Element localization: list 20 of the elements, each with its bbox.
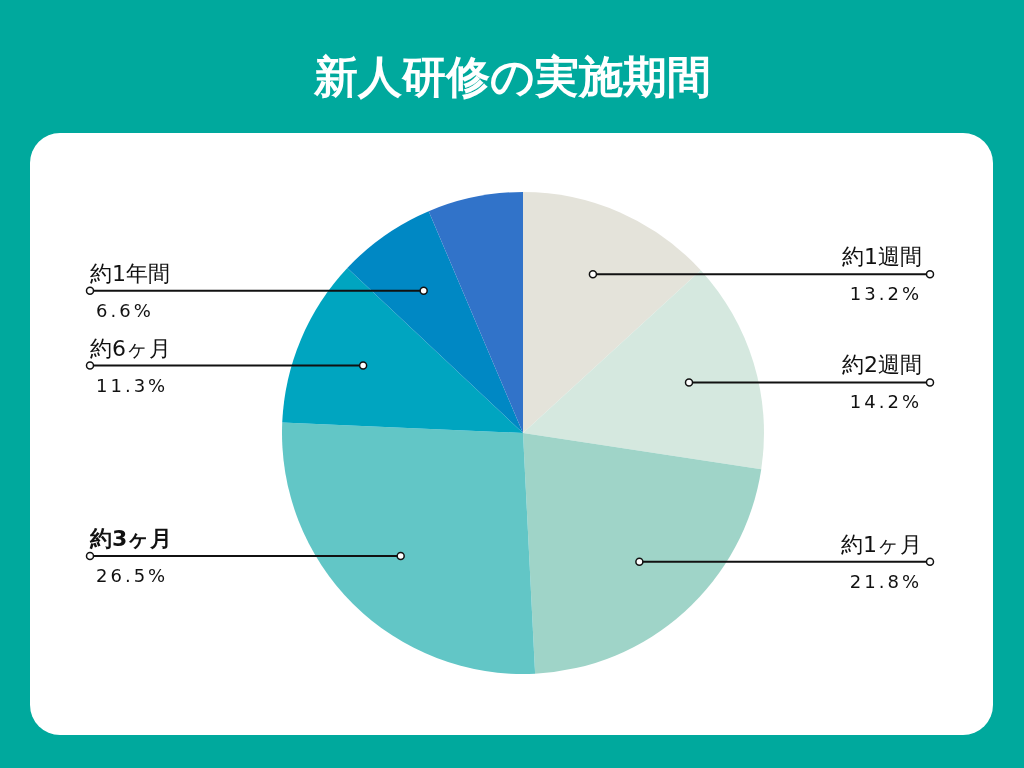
pie-slice [523, 270, 764, 470]
pie-slice [282, 422, 536, 674]
slice-label: 約6ヶ月 [90, 335, 171, 361]
data-label: 14.2% [849, 391, 922, 413]
pie-slice [523, 433, 762, 674]
slice-label: 約1週間 [842, 244, 922, 270]
data-label: 11.3% [96, 374, 169, 396]
pie-slice [523, 192, 701, 433]
pie-slice [347, 211, 523, 433]
data-label: 26.5% [96, 565, 169, 587]
data-label: 6.6% [96, 299, 154, 321]
data-label: 13.2% [849, 283, 922, 305]
pie-slice [428, 192, 523, 433]
slice-label: 約1ヶ月 [841, 531, 922, 557]
data-label: 21.8% [849, 570, 922, 592]
chart-title: 新人研修の実施期間 [312, 51, 711, 102]
pie-slice [282, 268, 523, 433]
slice-label: 約3ヶ月 [89, 526, 173, 552]
slice-label: 約1年間 [90, 260, 170, 286]
slice-label: 約2週間 [842, 352, 922, 378]
